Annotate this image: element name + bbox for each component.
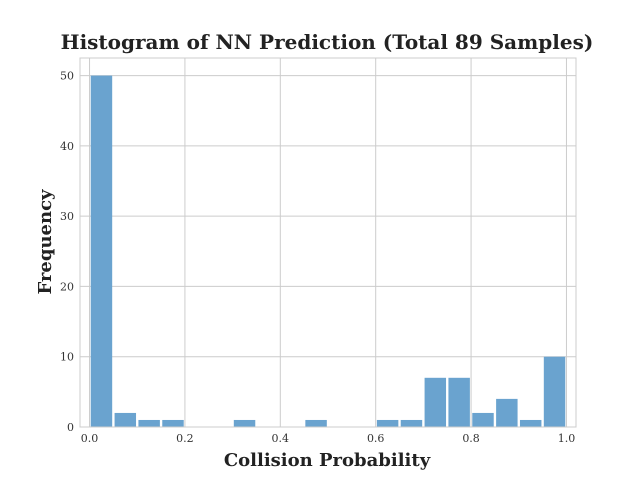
histogram-bar	[424, 377, 447, 427]
histogram-bar	[90, 75, 113, 428]
x-tick-labels: 0.0 0.2 0.4 0.6 0.8 1.0	[81, 432, 575, 445]
x-tick-label: 0.4	[272, 432, 290, 445]
x-axis-label: Collision Probability	[224, 450, 431, 471]
y-tick-label: 40	[60, 140, 74, 153]
x-tick-label: 0.0	[81, 432, 99, 445]
x-tick-label: 0.8	[462, 432, 480, 445]
y-tick-label: 10	[60, 351, 74, 364]
bars	[90, 75, 566, 428]
y-tick-label: 0	[67, 421, 74, 434]
plot-frame	[79, 57, 577, 428]
histogram-bar	[114, 412, 137, 427]
histogram-bar	[496, 398, 518, 427]
grid-lines	[80, 58, 576, 428]
histogram-bar	[162, 419, 184, 427]
y-tick-label: 30	[60, 210, 74, 223]
histogram-bar	[400, 419, 423, 427]
chart-title: Histogram of NN Prediction (Total 89 Sam…	[61, 30, 594, 54]
histogram-bar	[376, 419, 399, 427]
histogram-bar	[472, 412, 494, 427]
histogram-bar	[543, 356, 566, 427]
y-tick-labels: 0 10 20 30 40 50	[60, 70, 74, 434]
histogram-bar	[448, 377, 470, 427]
x-tick-label: 0.2	[176, 432, 194, 445]
x-tick-label: 0.6	[367, 432, 385, 445]
histogram-bar	[305, 419, 327, 427]
y-tick-label: 20	[60, 280, 74, 293]
histogram-bar	[138, 419, 160, 427]
y-tick-label: 50	[60, 70, 74, 83]
x-tick-label: 1.0	[558, 432, 576, 445]
histogram-bar	[233, 419, 256, 427]
y-axis-label: Frequency	[35, 189, 56, 295]
histogram-bar	[519, 419, 542, 427]
